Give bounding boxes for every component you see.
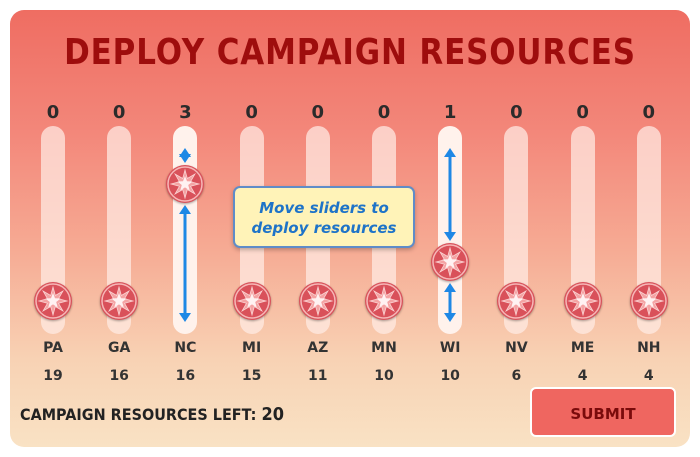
slider-count: 0: [46, 102, 60, 123]
electoral-votes: 10: [440, 368, 460, 384]
state-label: ME: [570, 340, 595, 356]
slider-handle-star-icon[interactable]: [431, 243, 470, 281]
drag-down-arrow-icon: [179, 205, 192, 322]
game-panel: DEPLOY CAMPAIGN RESOURCES 0 PA 19 0 GA 16 3 NC 1…: [10, 10, 690, 447]
slider-handle-star-icon[interactable]: [298, 282, 337, 320]
drag-down-arrow-icon: [444, 283, 457, 322]
slider-handle-star-icon[interactable]: [166, 165, 205, 203]
drag-up-arrow-icon: [179, 148, 192, 163]
electoral-votes: 4: [577, 368, 588, 384]
slider-handle-star-icon[interactable]: [100, 282, 139, 320]
instruction-tooltip: Move sliders to deploy resources: [233, 186, 415, 248]
page-title: DEPLOY CAMPAIGN RESOURCES: [64, 32, 636, 73]
state-label: WI: [439, 340, 461, 356]
electoral-votes: 11: [308, 368, 328, 384]
electoral-votes: 19: [43, 368, 63, 384]
state-label: AZ: [307, 340, 329, 356]
slider-count: 0: [576, 102, 589, 123]
slider-handle-star-icon[interactable]: [34, 282, 72, 320]
state-label: NV: [505, 340, 528, 356]
electoral-votes: 16: [109, 368, 129, 384]
tooltip-line-2: deploy resources: [251, 219, 397, 237]
electoral-votes: 10: [374, 368, 394, 384]
submit-button[interactable]: SUBMIT: [530, 387, 676, 437]
slider-handle-star-icon[interactable]: [232, 282, 271, 320]
resources-left-label: CAMPAIGN RESOURCES LEFT:: [20, 405, 257, 424]
drag-up-arrow-icon: [444, 148, 457, 241]
electoral-votes: 4: [643, 368, 654, 384]
slider-handle-star-icon[interactable]: [563, 282, 602, 320]
slider-handle-star-icon[interactable]: [365, 282, 403, 320]
slider-count: 0: [510, 102, 523, 123]
state-label: NH: [637, 340, 661, 356]
electoral-votes: 16: [175, 368, 196, 384]
slider-count: 1: [443, 102, 457, 123]
slider-count: 0: [245, 102, 258, 123]
state-label: MI: [242, 340, 262, 356]
resources-left-value: 20: [261, 404, 284, 425]
state-label: MN: [371, 340, 397, 356]
resources-left: CAMPAIGN RESOURCES LEFT: 20: [20, 404, 284, 425]
tooltip-line-1: Move sliders to: [259, 199, 389, 217]
state-label: NC: [174, 340, 197, 356]
state-label: PA: [43, 340, 63, 356]
slider-count: 0: [377, 102, 391, 123]
slider-count: 3: [179, 102, 192, 123]
slider-handle-star-icon[interactable]: [629, 282, 668, 320]
slider-count: 0: [311, 102, 325, 123]
slider-count: 0: [642, 102, 656, 123]
electoral-votes: 6: [511, 368, 522, 384]
slider-count: 0: [112, 102, 126, 123]
state-label: GA: [108, 340, 131, 356]
slider-handle-star-icon[interactable]: [497, 282, 536, 320]
electoral-votes: 15: [241, 368, 262, 384]
